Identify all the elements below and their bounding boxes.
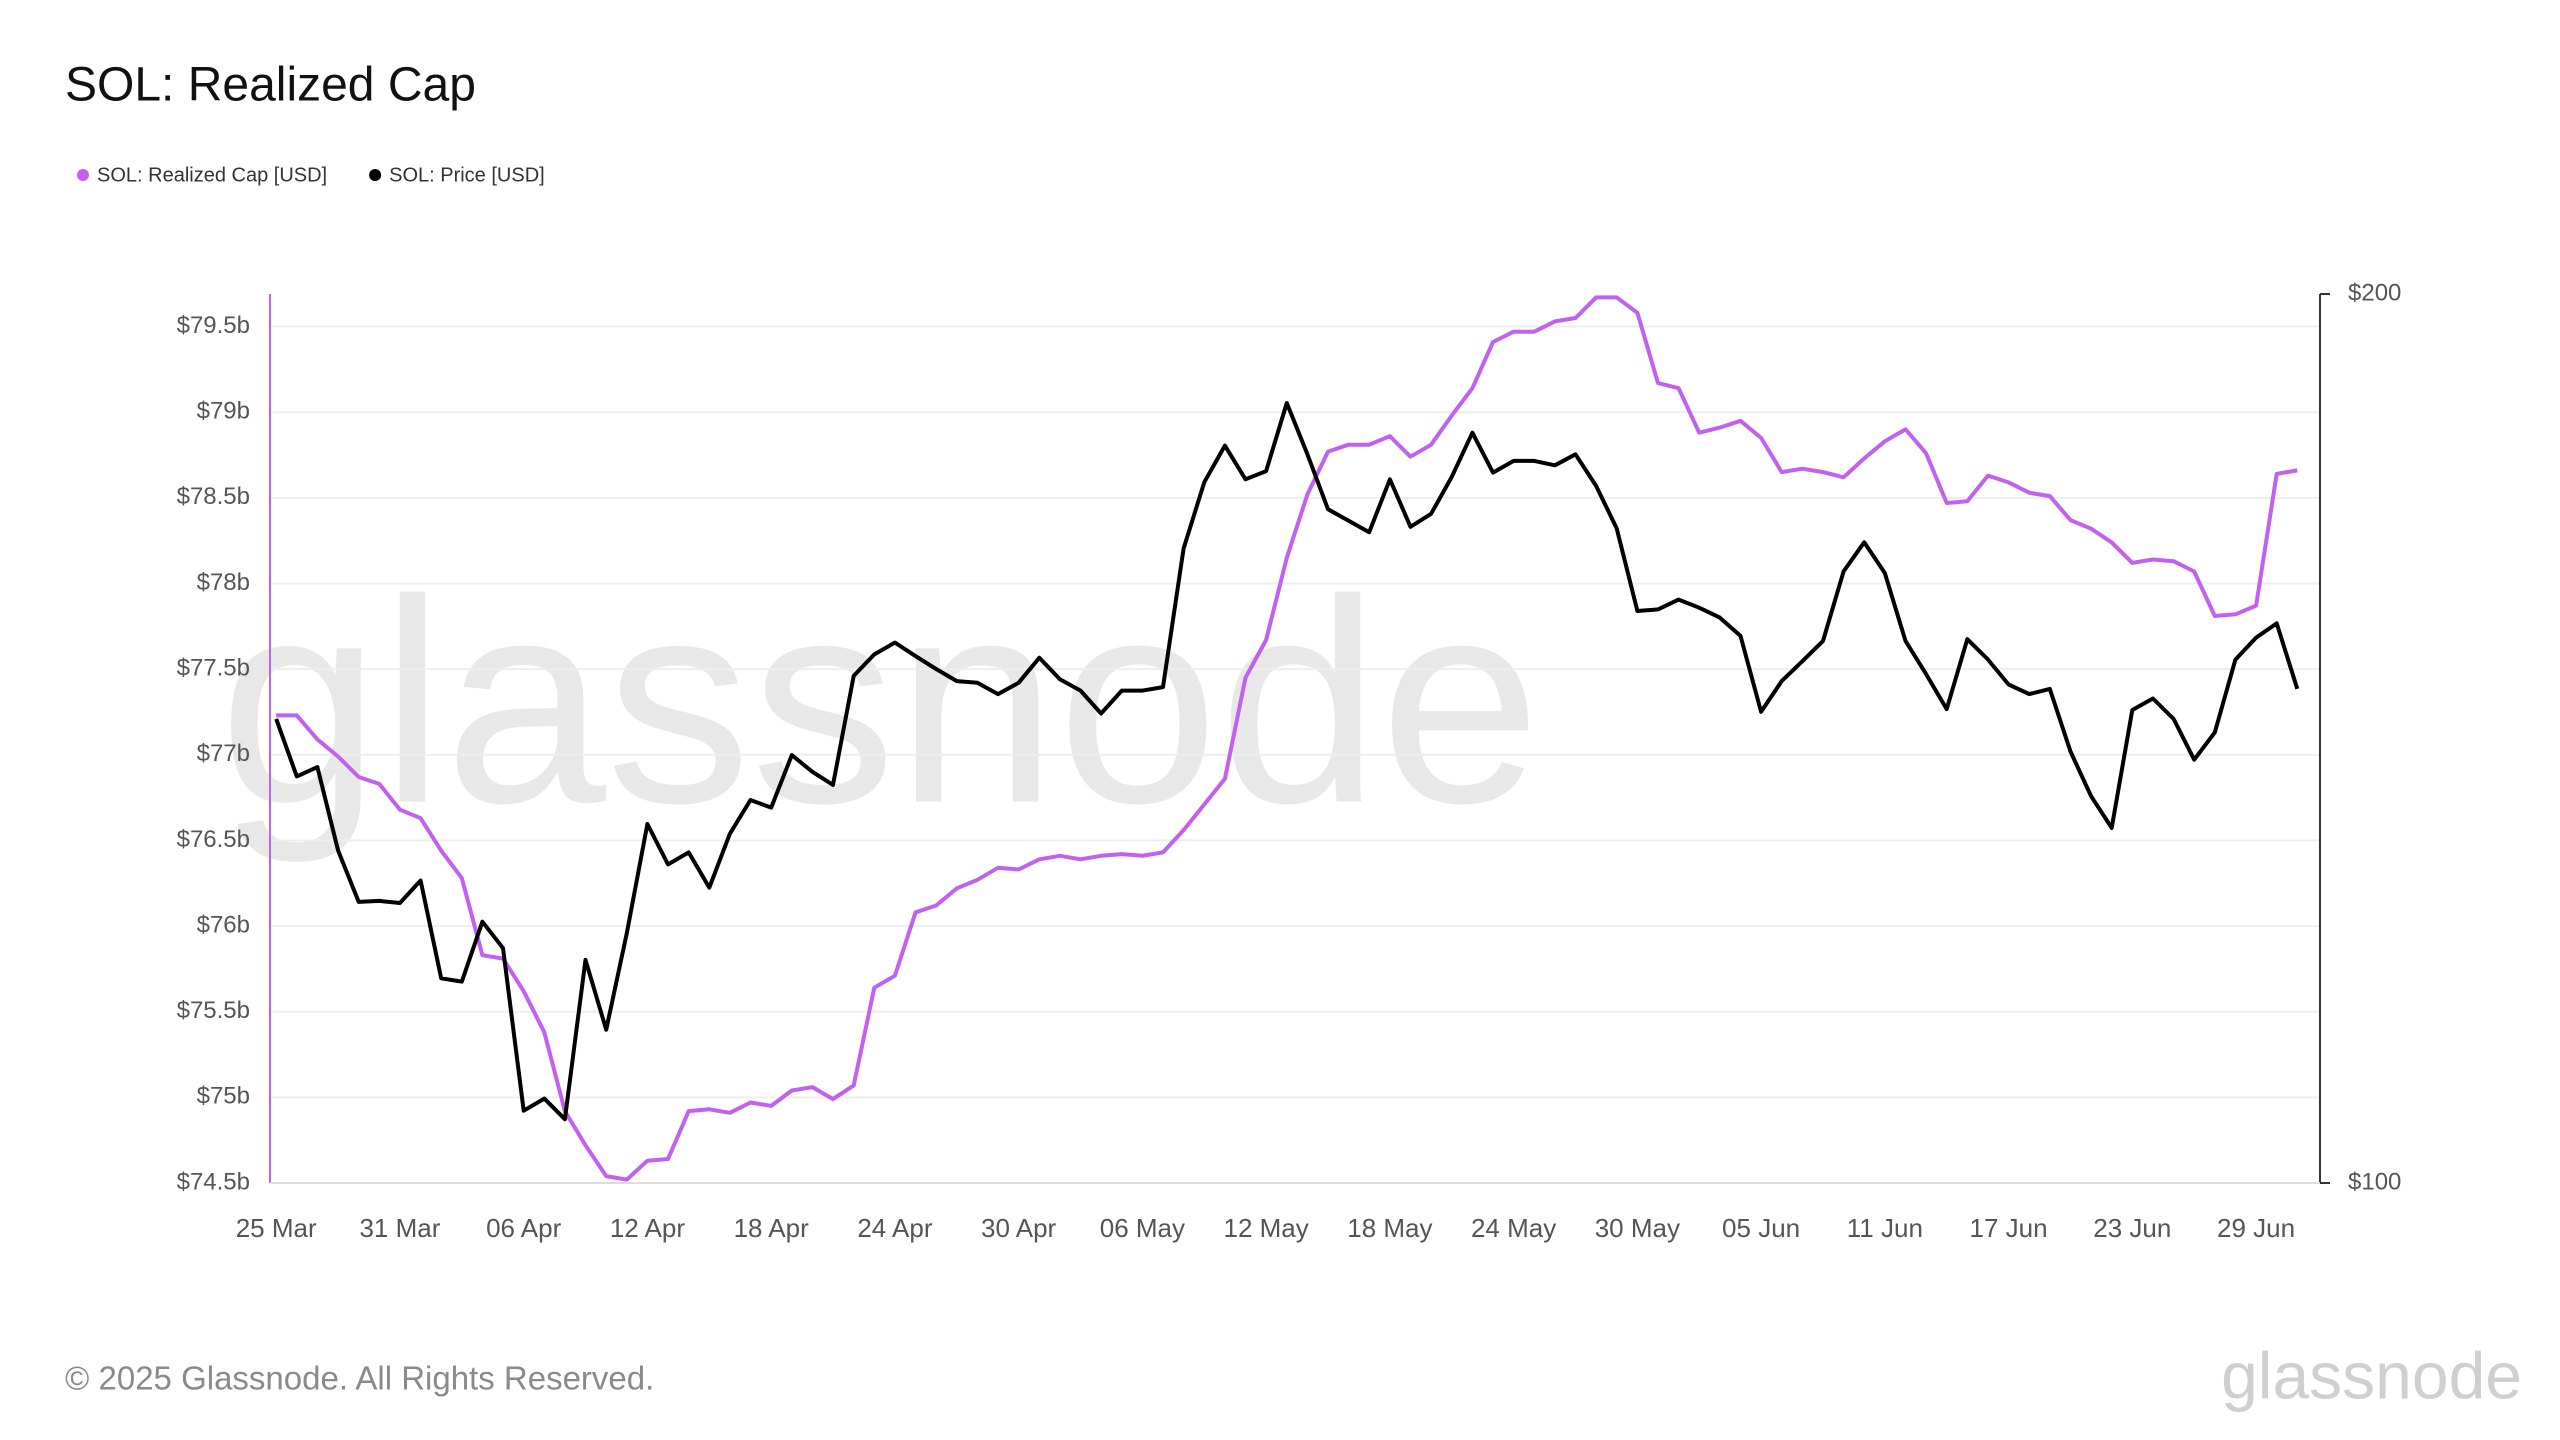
- legend-marker: [77, 169, 89, 181]
- logo: glassnode: [2221, 1338, 2522, 1412]
- footer: © 2025 Glassnode. All Rights Reserved.: [65, 1360, 654, 1397]
- series-line: [274, 401, 2300, 1122]
- series-line: [276, 295, 2298, 1182]
- x-tick-label: 30 May: [1595, 1213, 1680, 1243]
- x-tick-label: 12 May: [1223, 1213, 1308, 1243]
- y-tick-label: $76.5b: [177, 826, 250, 853]
- x-tick-label: 06 Apr: [486, 1213, 562, 1243]
- x-tick-label: 18 May: [1347, 1213, 1432, 1243]
- x-tick-label: 12 Apr: [610, 1213, 686, 1243]
- y-tick-label: $77.5b: [177, 654, 250, 681]
- legend: SOL: Realized Cap [USD] SOL: Price [USD]: [77, 164, 545, 186]
- x-tick-label: 24 May: [1471, 1213, 1556, 1243]
- y-tick-label: $75.5b: [177, 997, 250, 1024]
- y2-tick-label: $200: [2348, 279, 2401, 306]
- y-tick-label: $79.5b: [177, 312, 250, 339]
- x-tick-label: 17 Jun: [1970, 1213, 2048, 1243]
- x-tick-label: 11 Jun: [1847, 1213, 1923, 1243]
- x-tick-label: 31 Mar: [359, 1213, 440, 1243]
- x-tick-label: 23 Jun: [2093, 1213, 2171, 1243]
- x-tick-label: 24 Apr: [857, 1213, 933, 1243]
- y-tick-label: $75b: [197, 1083, 250, 1110]
- x-tick-label: 30 Apr: [981, 1213, 1057, 1243]
- chart-title: SOL: Realized Cap: [65, 59, 476, 112]
- y-tick-label: $78b: [197, 569, 250, 596]
- y-tick-label: $77b: [197, 740, 250, 767]
- x-tick-label: 06 May: [1100, 1213, 1185, 1243]
- legend-marker: [369, 169, 382, 181]
- y2-tick-label: $100: [2348, 1168, 2401, 1195]
- x-tick-label: 25 Mar: [236, 1213, 317, 1243]
- watermark: glassnode: [219, 540, 1541, 865]
- x-tick-label: 29 Jun: [2217, 1213, 2295, 1243]
- y-tick-label: $78.5b: [177, 483, 250, 510]
- y-tick-label: $74.5b: [177, 1168, 250, 1195]
- x-tick-label: 05 Jun: [1722, 1213, 1800, 1243]
- y-tick-label: $79b: [197, 398, 250, 425]
- legend-label: SOL: Realized Cap [USD]: [97, 164, 327, 186]
- x-tick-label: 18 Apr: [734, 1213, 810, 1243]
- y-tick-label: $76b: [197, 911, 250, 938]
- legend-label: SOL: Price [USD]: [389, 164, 545, 186]
